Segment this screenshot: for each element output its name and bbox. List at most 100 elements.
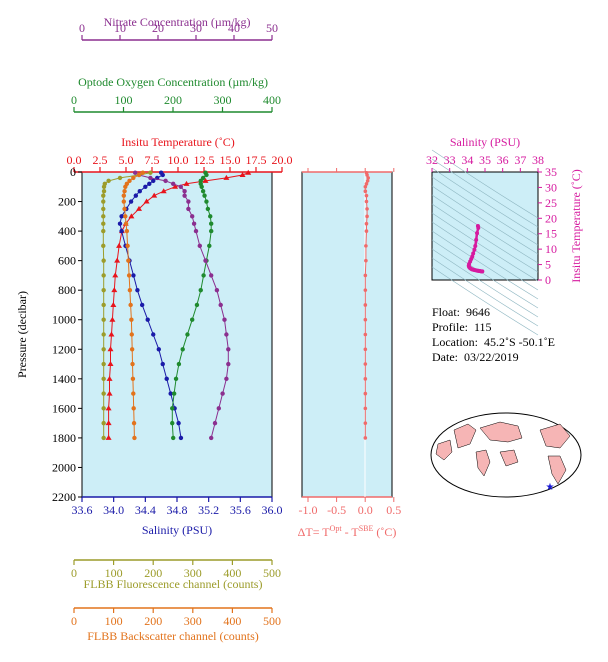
backscatter-point (129, 317, 134, 322)
ts-temperature-tick-label: 20 (545, 211, 557, 225)
fluorescence-point (101, 193, 106, 198)
ts-temperature-tick-label: 35 (545, 165, 557, 179)
ts-density-contour (431, 149, 539, 219)
ts-density-contour (431, 167, 539, 237)
oxygen-point (180, 347, 185, 352)
temperature-tick-label: 2.5 (93, 153, 108, 167)
ts-density-contour (431, 239, 539, 309)
fluorescence-axis-label: FLBB Fluorescence channel (counts) (84, 577, 263, 591)
temperature-tick-label: 12.5 (194, 153, 215, 167)
salinity-point (117, 221, 123, 226)
main-plot-area (81, 171, 273, 498)
fluorescence-point (101, 420, 106, 426)
backscatter-point (136, 172, 142, 178)
salinity-tick-label: 36.0 (262, 503, 283, 517)
fluorescence-point (101, 214, 106, 219)
oxygen-point (194, 302, 200, 308)
salinity-point (131, 273, 136, 278)
delta-point (364, 193, 369, 198)
temperature-point (136, 205, 142, 211)
temperature-point (108, 331, 115, 337)
delta-point (364, 258, 368, 263)
nitrate-point (178, 184, 183, 189)
fluorescence-point (101, 258, 106, 263)
map-land (435, 439, 453, 461)
delta-point (363, 436, 368, 440)
nitrate-point (171, 181, 176, 187)
ts-salinity-tick-label: 36 (497, 153, 509, 167)
ts-salinity-tick-label: 33 (444, 153, 456, 167)
ts-density-contour (431, 266, 539, 336)
nitrate-tick-label: 50 (266, 21, 278, 35)
fluorescence-point (101, 221, 106, 226)
nitrate-point (191, 221, 197, 226)
map-land (475, 449, 491, 477)
ts-salinity-tick-label: 32 (426, 153, 438, 167)
backscatter-point (123, 214, 128, 219)
nitrate-point (197, 243, 202, 249)
salinity-point (151, 332, 156, 337)
backscatter-tick-label: 300 (184, 614, 202, 628)
fluorescence-tick-label: 500 (263, 566, 281, 580)
ts-density-contour (431, 203, 539, 273)
ts-temperature-tick-label: 5 (545, 258, 551, 272)
oxygen-point (198, 287, 203, 293)
nitrate-point (224, 376, 229, 382)
ts-point (473, 244, 478, 249)
salinity-point (160, 172, 165, 178)
nitrate-point (216, 406, 221, 411)
backscatter-point (131, 175, 136, 181)
pressure-tick-label: 1600 (52, 401, 76, 415)
ts-point (472, 247, 477, 252)
fluorescence-point (148, 170, 153, 175)
delta-point (363, 406, 368, 411)
nitrate-point (226, 361, 231, 367)
temperature-tick-label: 0.0 (67, 153, 82, 167)
backscatter-point (127, 178, 132, 184)
backscatter-point (126, 258, 131, 263)
temperature-point (109, 316, 116, 322)
map-land (539, 423, 571, 449)
pressure-tick-label: 200 (58, 195, 76, 209)
temperature-point (239, 171, 246, 177)
oxygen-point (209, 221, 214, 226)
delta-point (365, 173, 369, 177)
backscatter-point (121, 199, 127, 204)
temperature-tick-label: 10.0 (168, 153, 189, 167)
pressure-tick-label: 800 (58, 283, 76, 297)
delta-point (363, 273, 368, 278)
backscatter-point (131, 406, 136, 411)
nitrate-point (186, 199, 191, 204)
backscatter-point (126, 273, 132, 278)
fluorescence-point (101, 206, 106, 212)
temperature-point (183, 180, 190, 186)
temperature-tick-label: 15.0 (220, 153, 241, 167)
pressure-tick-label: 1200 (52, 342, 76, 356)
salinity-point (151, 178, 156, 184)
float-location-marker: ★ (546, 482, 555, 493)
ts-point (480, 269, 485, 274)
oxygen-point (204, 172, 209, 178)
ts-salinity-tick-label: 38 (532, 153, 544, 167)
nitrate-point (209, 435, 214, 441)
backscatter-point (131, 420, 137, 426)
nitrate-point (226, 347, 231, 352)
ts-density-contour (431, 176, 539, 246)
oxygen-point (201, 273, 206, 278)
delta-axis-label: ΔT= TOpt - TSBE (˚C) (298, 524, 397, 539)
ts-density-contour (431, 248, 539, 318)
nitrate-axis-label: Nitrate Concentration (µm/kg) (104, 15, 251, 29)
salinity-tick-label: 35.6 (230, 503, 251, 517)
nitrate-tick-label: 40 (228, 21, 240, 35)
nitrate-point (218, 302, 223, 308)
date-line: Date: 03/22/2019 (432, 350, 519, 364)
temperature-point (110, 301, 117, 307)
temperature-tick-label: 20.0 (272, 153, 293, 167)
fluorescence-tick-label: 0 (71, 566, 77, 580)
backscatter-point (122, 206, 127, 212)
nitrate-tick-label: 30 (190, 21, 202, 35)
pressure-tick-label: 2000 (52, 460, 76, 474)
backscatter-tick-label: 500 (263, 614, 281, 628)
oxygen-point (171, 391, 177, 396)
